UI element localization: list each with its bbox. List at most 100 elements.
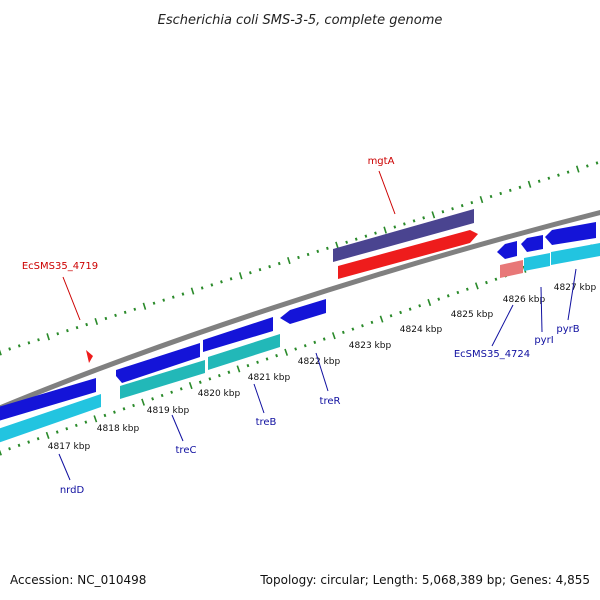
gene-label-treC[interactable]: treC xyxy=(176,445,197,456)
track-major-tick xyxy=(45,431,50,439)
leader-pyrI xyxy=(540,286,543,333)
track-dot xyxy=(537,179,541,183)
track-major-tick xyxy=(190,287,195,295)
track-dot xyxy=(133,307,137,311)
feature-pyrI-inner[interactable] xyxy=(524,253,550,271)
track-dot xyxy=(399,310,403,315)
track-dot xyxy=(55,430,59,434)
gene-label-pyrB[interactable]: pyrB xyxy=(556,324,579,335)
track-dot xyxy=(275,353,279,358)
feature-pyrI-forward[interactable] xyxy=(497,241,517,259)
track-dot xyxy=(227,370,231,374)
feature-treC-inner[interactable] xyxy=(120,360,205,399)
tick-label: 4825 kbp xyxy=(451,310,494,320)
track-dot xyxy=(123,310,127,314)
gene-label-pyrI[interactable]: pyrI xyxy=(534,335,553,346)
track-dot xyxy=(403,222,406,226)
feature-EcSMS35_4719-marker[interactable] xyxy=(86,350,93,363)
feature-EcSMS35_4724-inner[interactable] xyxy=(500,260,523,278)
track-dot xyxy=(248,271,252,275)
track-dot xyxy=(104,316,108,321)
track-dot xyxy=(306,252,310,257)
track-major-tick xyxy=(284,348,289,356)
leader-EcSMS35_4719 xyxy=(62,276,81,321)
track-dot xyxy=(132,403,135,408)
leader-lines xyxy=(58,170,577,481)
track-dot xyxy=(294,347,298,351)
tick-label: 4827 kbp xyxy=(554,283,597,293)
tick-label: 4823 kbp xyxy=(349,341,392,351)
feature-nrdD-inner[interactable] xyxy=(0,394,101,444)
track-dot xyxy=(200,286,204,290)
leader-nrdD xyxy=(58,453,71,481)
track-major-tick xyxy=(474,282,479,290)
feature-mgtA-inner[interactable] xyxy=(338,230,478,279)
outer-features xyxy=(0,209,596,422)
track-dot xyxy=(103,413,107,418)
feature-mgtA-reverse[interactable] xyxy=(333,209,474,262)
track-dot xyxy=(114,313,117,318)
feature-treC-forward[interactable] xyxy=(116,343,200,383)
feature-pyrB-inner[interactable] xyxy=(551,243,600,265)
outer-dotted-track xyxy=(0,161,599,356)
gene-label-treB[interactable]: treB xyxy=(256,417,277,428)
track-dot xyxy=(557,173,560,177)
track-dot xyxy=(27,341,31,345)
gene-label-EcSMS35_4719[interactable]: EcSMS35_4719 xyxy=(22,261,98,272)
track-dot xyxy=(389,314,393,318)
page-title: Escherichia coli SMS-3-5, complete genom… xyxy=(158,13,443,28)
track-dot xyxy=(220,280,223,284)
leader-treB xyxy=(253,383,265,414)
track-major-tick xyxy=(479,195,484,204)
track-dot xyxy=(17,443,21,448)
track-dot xyxy=(489,194,493,199)
tick-label: 4817 kbp xyxy=(48,442,91,452)
track-major-tick xyxy=(431,211,436,219)
track-dot xyxy=(393,225,397,229)
feature-treB-inner[interactable] xyxy=(208,334,280,370)
track-dot xyxy=(37,338,40,342)
leader-pyrB xyxy=(567,268,577,321)
track-dot xyxy=(460,204,464,208)
tick-label: 4820 kbp xyxy=(198,389,241,399)
tick-label: 4824 kbp xyxy=(400,325,443,335)
gene-label-treR[interactable]: treR xyxy=(320,396,341,407)
track-dot xyxy=(485,280,488,285)
leader-treC xyxy=(171,414,184,442)
track-dot xyxy=(170,390,174,394)
track-dot xyxy=(277,261,281,266)
track-dot xyxy=(470,201,474,205)
track-dot xyxy=(418,304,422,308)
feature-nrdD-forward[interactable] xyxy=(0,378,96,422)
track-major-tick xyxy=(427,298,432,307)
feature-pyrB-a-forward[interactable] xyxy=(521,235,543,252)
track-dot xyxy=(422,216,426,220)
track-major-tick xyxy=(188,381,193,390)
track-dot xyxy=(364,234,368,238)
gene-label-nrdD[interactable]: nrdD xyxy=(60,485,85,496)
track-dot xyxy=(595,161,599,165)
track-dot xyxy=(465,287,469,291)
track-major-tick xyxy=(575,165,580,173)
track-major-tick xyxy=(0,449,2,456)
gene-label-EcSMS35_4724[interactable]: EcSMS35_4724 xyxy=(454,349,530,360)
track-dot xyxy=(66,329,69,333)
track-dot xyxy=(8,347,12,351)
track-dot xyxy=(152,301,156,305)
track-dot xyxy=(441,210,445,214)
track-dot xyxy=(258,268,262,272)
feature-treR-forward[interactable] xyxy=(280,299,326,324)
feature-pyrB-b-forward[interactable] xyxy=(545,222,596,245)
leader-mgtA xyxy=(378,170,396,215)
track-dot xyxy=(341,330,345,335)
track-dot xyxy=(208,377,212,381)
leader-treR xyxy=(315,352,329,392)
track-dot xyxy=(345,240,349,244)
feature-treB-forward[interactable] xyxy=(203,317,273,352)
track-dot xyxy=(36,437,40,441)
gene-labels: nrdD treC treB treR EcSMS35_4724 pyrI py… xyxy=(22,156,580,496)
gene-label-mgtA[interactable]: mgtA xyxy=(368,156,395,167)
track-dot xyxy=(408,307,412,311)
